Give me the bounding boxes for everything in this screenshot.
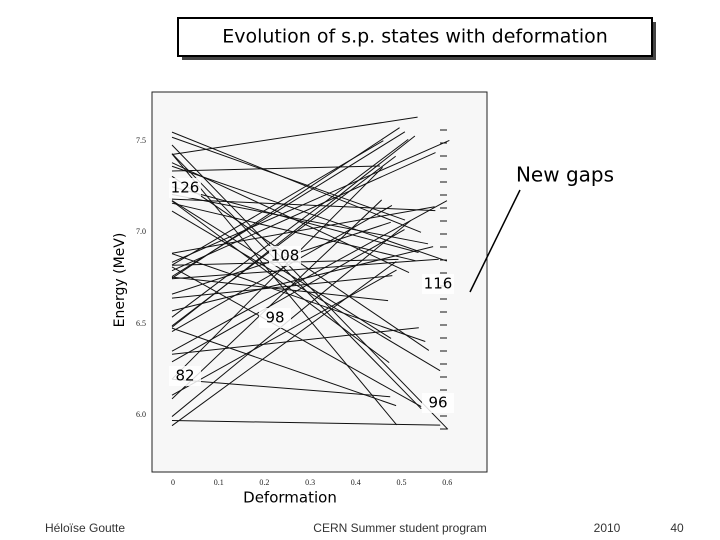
orbital-line	[171, 152, 436, 272]
arrow	[469, 189, 521, 293]
orbital-line	[171, 258, 439, 280]
y-axis-label: Energy (MeV)	[112, 233, 128, 328]
footer-event: CERN Summer student program	[313, 521, 486, 535]
orbital-line	[171, 162, 410, 273]
gap-label-bg	[259, 308, 291, 328]
orbital-line	[171, 165, 381, 172]
footer-page: 40	[670, 521, 684, 535]
y-tick-label: 6.0	[136, 410, 146, 419]
footer-year: 2010	[594, 521, 621, 535]
orbital-line	[171, 155, 396, 327]
x-tick-label: 0	[171, 478, 175, 487]
title-box	[177, 17, 653, 57]
annotation: New gaps	[516, 163, 614, 187]
orbital-line	[171, 206, 435, 254]
gap-label: 96	[428, 394, 447, 412]
gap-label: 126	[171, 179, 200, 197]
orbital-line	[171, 139, 450, 263]
gap-label: 82	[175, 367, 194, 385]
x-tick-label: 0.1	[214, 478, 224, 487]
x-tick-label: 0.6	[442, 478, 452, 487]
y-tick-label: 6.5	[136, 319, 146, 328]
x-tick-label: 0.5	[397, 478, 407, 487]
gap-label-bg	[269, 246, 301, 266]
orbital-line	[171, 378, 391, 398]
orbital-line	[171, 420, 441, 426]
x-tick-label: 0.3	[305, 478, 315, 487]
orbital-line	[171, 266, 422, 408]
orbital-line	[171, 253, 426, 342]
y-tick-label: 7.5	[136, 136, 146, 145]
gap-label-bg	[422, 274, 454, 294]
orbital-line	[171, 194, 429, 245]
gap-label-bg	[169, 366, 201, 386]
orbital-line	[171, 261, 397, 427]
gap-label-bg	[422, 393, 454, 413]
orbital-line	[171, 269, 397, 396]
orbital-line	[171, 116, 418, 156]
orbital-line	[171, 276, 389, 302]
x-axis-label: Deformation	[243, 489, 337, 507]
orbital-line	[171, 144, 449, 430]
orbital-line	[171, 199, 383, 400]
orbital-line	[171, 166, 383, 380]
orbital-line	[171, 220, 411, 417]
orbital-line	[171, 327, 419, 355]
gap-label: 98	[265, 309, 284, 327]
y-tick-label: 7.0	[136, 227, 146, 236]
orbital-line	[171, 200, 448, 352]
orbital-line	[171, 138, 409, 318]
orbital-line	[171, 200, 390, 364]
orbital-line	[171, 131, 422, 233]
orbital-line	[171, 246, 434, 312]
footer-author: Héloïse Goutte	[45, 521, 125, 535]
gap-label-bg	[169, 178, 201, 198]
gap-label: 108	[271, 247, 300, 265]
gap-label: 116	[424, 275, 453, 293]
orbital-line	[171, 198, 436, 212]
x-tick-label: 0.4	[351, 478, 361, 487]
orbital-line	[171, 210, 441, 372]
x-tick-label: 0.2	[259, 478, 269, 487]
title: Evolution of s.p. states with deformatio…	[222, 26, 608, 48]
